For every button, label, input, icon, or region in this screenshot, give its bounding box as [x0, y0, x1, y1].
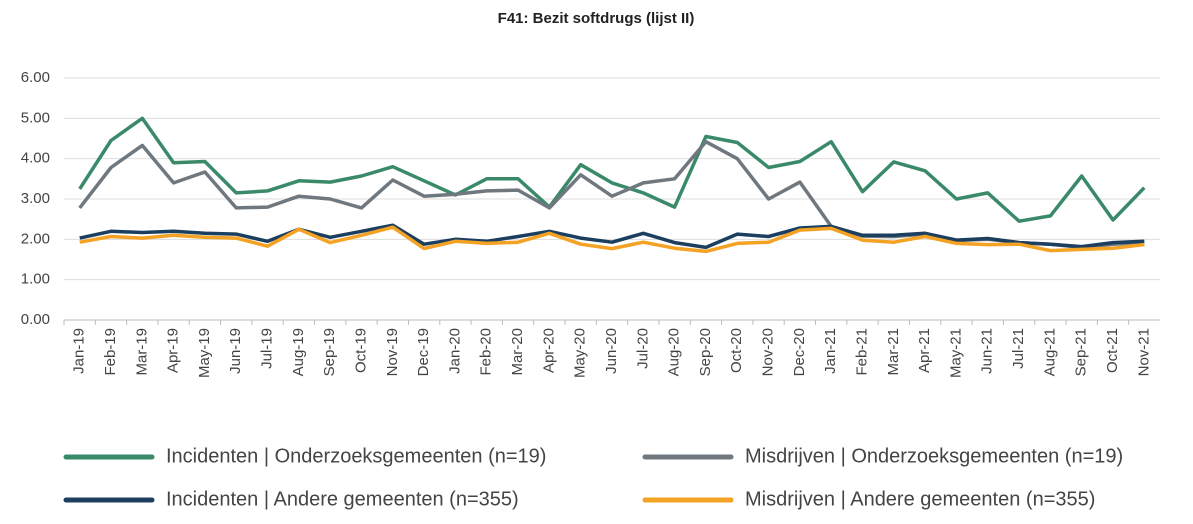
- x-tick-label: Mar-21: [885, 328, 902, 376]
- x-tick-label: Sep-21: [1073, 328, 1090, 376]
- x-tick-label: Feb-19: [102, 328, 119, 376]
- x-tick-label: May-19: [196, 328, 213, 378]
- y-tick-label: 6.00: [21, 69, 50, 86]
- legend-label: Misdrijven | Andere gemeenten (n=355): [745, 488, 1095, 510]
- x-tick-label: Jul-21: [1010, 328, 1027, 369]
- x-tick-label: Aug-19: [290, 328, 307, 376]
- x-tick-label: May-20: [572, 328, 589, 378]
- x-tick-label: Sep-19: [321, 328, 338, 376]
- x-tick-label: Nov-19: [384, 328, 401, 376]
- x-tick-label: Apr-21: [916, 328, 933, 373]
- x-tick-label: Jan-20: [446, 328, 463, 374]
- x-tick-label: Feb-21: [853, 328, 870, 376]
- x-tick-label: Oct-21: [1104, 328, 1121, 373]
- x-tick-label: Jul-19: [259, 328, 276, 369]
- legend-label: Incidenten | Onderzoeksgemeenten (n=19): [166, 445, 546, 467]
- series-line: [79, 223, 1145, 250]
- y-tick-label: 3.00: [21, 190, 50, 207]
- x-tick-label: Feb-20: [478, 328, 495, 376]
- y-tick-label: 1.00: [21, 271, 50, 288]
- y-tick-label: 0.00: [21, 311, 50, 328]
- x-tick-label: Mar-19: [133, 328, 150, 376]
- x-tick-label: Jul-20: [634, 328, 651, 369]
- x-tick-label: Oct-19: [352, 328, 369, 373]
- x-tick-label: Dec-20: [791, 328, 808, 376]
- x-tick-label: Apr-19: [165, 328, 182, 373]
- x-tick-label: Nov-20: [760, 328, 777, 376]
- x-tick-label: Jun-19: [227, 328, 244, 374]
- x-tick-label: Nov-21: [1135, 328, 1152, 376]
- x-tick-label: Aug-20: [666, 328, 683, 376]
- x-tick-label: May-21: [947, 328, 964, 378]
- x-tick-label: Sep-20: [697, 328, 714, 376]
- series-line: [78, 116, 1146, 223]
- x-tick-label: Jan-21: [822, 328, 839, 374]
- legend-label: Incidenten | Andere gemeenten (n=355): [166, 488, 519, 510]
- x-tick-label: Aug-21: [1041, 328, 1058, 376]
- x-tick-label: Oct-20: [728, 328, 745, 373]
- series-line: [79, 225, 1145, 254]
- x-tick-label: Jun-20: [603, 328, 620, 374]
- chart-title: F41: Bezit softdrugs (lijst II): [498, 10, 695, 27]
- x-tick-label: Dec-19: [415, 328, 432, 376]
- y-tick-label: 4.00: [21, 150, 50, 167]
- legend-label: Misdrijven | Onderzoeksgemeenten (n=19): [745, 445, 1123, 467]
- x-tick-label: Apr-20: [540, 328, 557, 373]
- x-tick-label: Jan-19: [71, 328, 88, 374]
- y-tick-label: 2.00: [21, 230, 50, 247]
- x-tick-label: Jun-21: [979, 328, 996, 374]
- y-tick-label: 5.00: [21, 109, 50, 126]
- x-tick-label: Mar-20: [509, 328, 526, 376]
